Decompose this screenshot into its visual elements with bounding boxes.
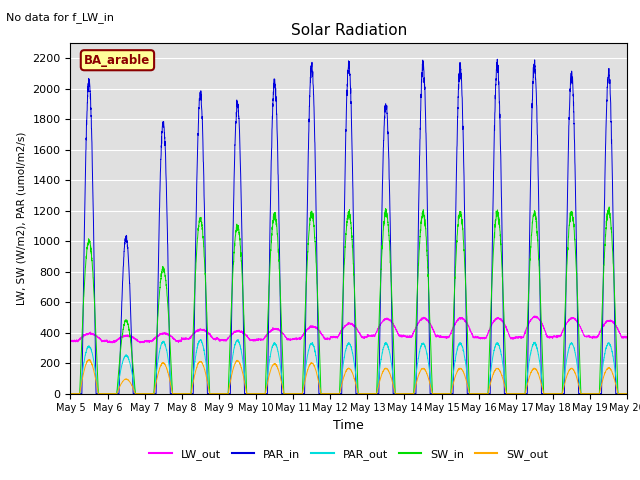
PAR_out: [623, 391, 631, 396]
LW_out: [328, 335, 336, 341]
PAR_in: [474, 391, 481, 396]
PAR_out: [443, 391, 451, 396]
SW_in: [443, 391, 451, 396]
SW_out: [443, 391, 451, 396]
PAR_in: [506, 391, 513, 396]
LW_out: [623, 335, 631, 341]
SW_in: [166, 348, 174, 353]
Line: PAR_in: PAR_in: [70, 59, 627, 394]
PAR_in: [67, 391, 74, 396]
Y-axis label: LW, SW (W/m2), PAR (umol/m2/s): LW, SW (W/m2), PAR (umol/m2/s): [17, 132, 27, 305]
LW_out: [531, 313, 538, 319]
LW_out: [506, 332, 513, 337]
LW_out: [443, 335, 451, 340]
LW_out: [474, 335, 481, 341]
SW_out: [506, 391, 513, 396]
PAR_out: [166, 372, 174, 378]
Line: LW_out: LW_out: [70, 316, 627, 343]
PAR_out: [623, 391, 630, 396]
SW_in: [328, 391, 336, 396]
PAR_in: [493, 56, 501, 62]
Line: SW_in: SW_in: [70, 207, 627, 394]
SW_in: [605, 204, 613, 210]
Title: Solar Radiation: Solar Radiation: [291, 23, 407, 38]
X-axis label: Time: Time: [333, 419, 364, 432]
LW_out: [108, 340, 116, 346]
PAR_in: [623, 391, 630, 396]
SW_out: [328, 391, 336, 396]
PAR_out: [474, 391, 481, 396]
SW_in: [623, 391, 630, 396]
PAR_in: [623, 391, 631, 396]
LW_out: [623, 334, 630, 339]
SW_in: [67, 391, 74, 396]
SW_out: [166, 381, 174, 386]
PAR_out: [67, 391, 74, 396]
LW_out: [166, 334, 174, 339]
Text: BA_arable: BA_arable: [84, 54, 150, 67]
SW_out: [474, 391, 481, 396]
Line: SW_out: SW_out: [70, 360, 627, 394]
PAR_in: [443, 391, 451, 396]
SW_out: [623, 391, 631, 396]
SW_out: [86, 357, 93, 363]
SW_in: [505, 391, 513, 396]
SW_out: [67, 391, 74, 396]
SW_in: [623, 391, 631, 396]
PAR_out: [328, 391, 336, 396]
LW_out: [67, 338, 74, 344]
SW_in: [474, 391, 481, 396]
Legend: LW_out, PAR_in, PAR_out, SW_in, SW_out: LW_out, PAR_in, PAR_out, SW_in, SW_out: [145, 444, 552, 465]
PAR_in: [328, 391, 336, 396]
PAR_out: [234, 337, 242, 343]
PAR_out: [506, 391, 513, 396]
SW_out: [623, 391, 630, 396]
PAR_in: [166, 391, 174, 396]
Text: No data for f_LW_in: No data for f_LW_in: [6, 12, 115, 23]
Line: PAR_out: PAR_out: [70, 340, 627, 394]
